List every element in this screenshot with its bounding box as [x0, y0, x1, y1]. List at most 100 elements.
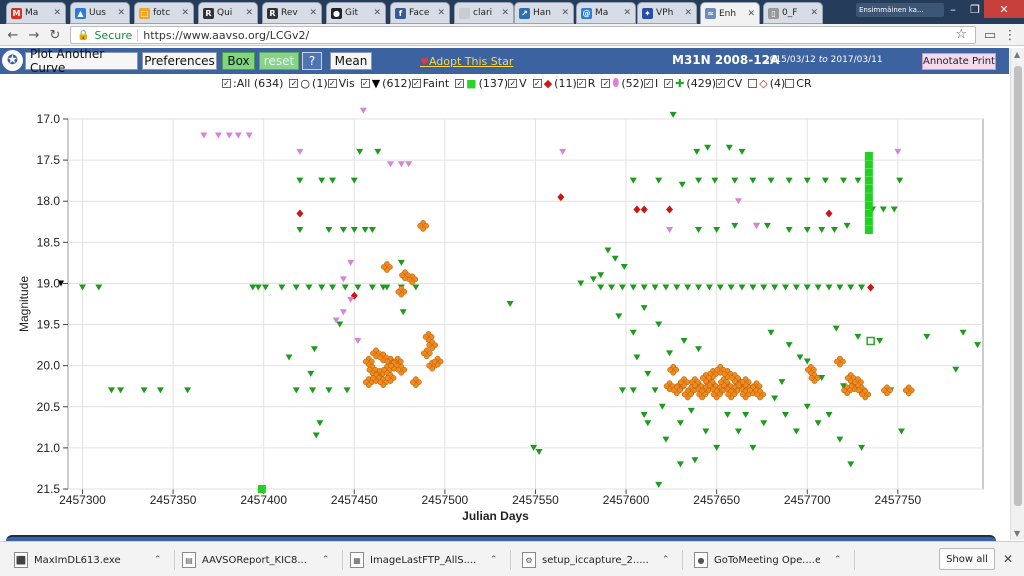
data-point-triangle[interactable]	[662, 284, 670, 291]
filter-checkbox-i[interactable]: ✓	[601, 78, 611, 88]
tab-close-icon[interactable]: ✕	[623, 8, 631, 18]
data-point-triangle[interactable]	[307, 370, 315, 377]
data-point-triangle[interactable]	[559, 148, 567, 155]
band-checkbox-cr[interactable]	[785, 78, 795, 88]
filter-checkbox-r[interactable]: ✓	[532, 78, 542, 88]
filter-checkbox-cr[interactable]	[748, 78, 758, 88]
data-point-triangle[interactable]	[847, 284, 855, 291]
data-point-triangle[interactable]	[771, 284, 779, 291]
data-point-triangle[interactable]	[184, 387, 192, 394]
data-point-triangle[interactable]	[742, 412, 750, 418]
data-point-triangle[interactable]	[535, 449, 543, 455]
data-point-clover[interactable]	[859, 388, 872, 401]
data-point-triangle[interactable]	[658, 403, 666, 410]
data-point-triangle[interactable]	[693, 148, 701, 155]
data-point-triangle[interactable]	[343, 387, 351, 394]
download-item[interactable]: ▤ AAVSOReport_KIC8....txt ⌃	[182, 548, 330, 572]
data-point-clover[interactable]	[834, 355, 846, 368]
data-point-triangle[interactable]	[839, 383, 847, 390]
data-point-triangle[interactable]	[687, 407, 695, 414]
plot-another-curve-button[interactable]: Plot Another Curve	[25, 47, 138, 75]
data-point-triangle[interactable]	[655, 481, 663, 488]
data-point-clover[interactable]	[714, 363, 727, 376]
data-point-triangle[interactable]	[760, 420, 768, 427]
chevron-up-icon[interactable]: ⌃	[322, 555, 330, 565]
data-point-triangle[interactable]	[847, 461, 855, 468]
data-point-triangle[interactable]	[618, 284, 626, 291]
adopt-star-link[interactable]: ♥Adopt This Star	[420, 55, 513, 68]
light-curve-chart[interactable]: 2457300 2457350 2457400 2457450 2457500 24575…	[0, 92, 1008, 532]
data-point-square[interactable]	[864, 201, 873, 210]
data-point-triangle[interactable]	[644, 370, 652, 377]
data-point-triangle[interactable]	[890, 206, 898, 213]
data-point-clover[interactable]	[410, 376, 422, 388]
bookmark-star-icon[interactable]: ☆	[955, 27, 967, 42]
data-point-triangle[interactable]	[680, 338, 688, 344]
data-point-triangle[interactable]	[676, 461, 684, 468]
data-point-clover[interactable]	[902, 384, 915, 397]
tab-close-icon[interactable]: ✕	[810, 8, 818, 18]
data-point-triangle[interactable]	[734, 198, 742, 205]
data-point-square[interactable]	[864, 226, 873, 234]
data-point-triangle[interactable]	[620, 264, 628, 270]
data-point-triangle[interactable]	[336, 321, 344, 328]
data-point-triangle[interactable]	[278, 284, 286, 291]
data-point-triangle[interactable]	[818, 375, 826, 381]
data-point-triangle[interactable]	[666, 227, 674, 233]
data-point-clover[interactable]	[728, 372, 741, 384]
browser-tab[interactable]: □ fotc ✕	[134, 2, 194, 24]
download-item[interactable]: ⚙ setup_iccapture_2.....exe ⌃	[522, 548, 670, 572]
browser-tab[interactable]: M Ma ✕	[6, 2, 66, 24]
maximize-icon[interactable]: ❐	[970, 2, 980, 16]
data-point-triangle[interactable]	[309, 387, 317, 394]
data-point-triangle[interactable]	[618, 387, 626, 394]
data-point-triangle[interactable]	[412, 284, 420, 291]
data-point-diamond[interactable]	[633, 205, 641, 214]
browser-tab[interactable]: ≈ Enh ✕	[700, 2, 760, 25]
scroll-thumb[interactable]	[1014, 66, 1022, 506]
data-point-clover[interactable]	[739, 388, 752, 401]
data-point-triangle[interactable]	[695, 346, 703, 353]
data-point-triangle[interactable]	[731, 222, 739, 229]
data-point-triangle[interactable]	[695, 227, 703, 233]
data-point-triangle[interactable]	[923, 333, 931, 340]
data-point-triangle[interactable]	[792, 284, 800, 291]
tab-close-icon[interactable]: ✕	[117, 8, 125, 18]
close-shelf-icon[interactable]: ✕	[1003, 552, 1014, 566]
reset-button[interactable]: reset	[259, 52, 299, 70]
data-point-diamond[interactable]	[557, 193, 565, 202]
data-point-triangle[interactable]	[858, 444, 866, 451]
browser-tab[interactable]: ▲ Uus ✕	[70, 2, 130, 24]
data-point-triangle[interactable]	[354, 338, 362, 344]
band-checkbox-r[interactable]: ✓	[576, 78, 586, 88]
data-point-triangle[interactable]	[296, 177, 304, 184]
data-point-triangle[interactable]	[354, 284, 362, 291]
data-point-triangle[interactable]	[716, 284, 724, 291]
close-window-icon[interactable]: ✕	[984, 0, 1024, 18]
data-point-clover[interactable]	[399, 269, 411, 282]
data-point-triangle[interactable]	[858, 284, 866, 291]
data-point-triangle[interactable]	[615, 313, 623, 320]
data-point-clover[interactable]	[417, 220, 429, 232]
download-item[interactable]: ● GoToMeeting Ope....exe ⌃	[694, 548, 842, 572]
data-point-triangle[interactable]	[818, 227, 826, 233]
data-point-triangle[interactable]	[325, 227, 333, 233]
data-point-clover[interactable]	[381, 363, 393, 376]
data-point-triangle[interactable]	[405, 161, 413, 168]
data-point-clover[interactable]	[370, 347, 382, 360]
data-point-triangle[interactable]	[704, 144, 712, 151]
data-point-triangle[interactable]	[727, 284, 735, 291]
data-point-clover[interactable]	[710, 388, 723, 401]
download-item[interactable]: ⬛ MaxImDL613.exe ⌃	[14, 548, 162, 572]
data-point-diamond[interactable]	[640, 205, 648, 214]
data-point-clover[interactable]	[426, 339, 439, 351]
data-point-triangle[interactable]	[339, 309, 347, 316]
data-point-triangle[interactable]	[245, 132, 253, 139]
data-point-triangle[interactable]	[655, 321, 663, 328]
data-point-clover[interactable]	[384, 372, 397, 384]
data-point-square[interactable]	[864, 193, 873, 202]
tab-close-icon[interactable]: ✕	[437, 8, 445, 18]
data-point-clover[interactable]	[395, 363, 408, 376]
data-point-triangle[interactable]	[839, 177, 847, 184]
band-checkbox-faint[interactable]: ✓	[411, 78, 421, 88]
